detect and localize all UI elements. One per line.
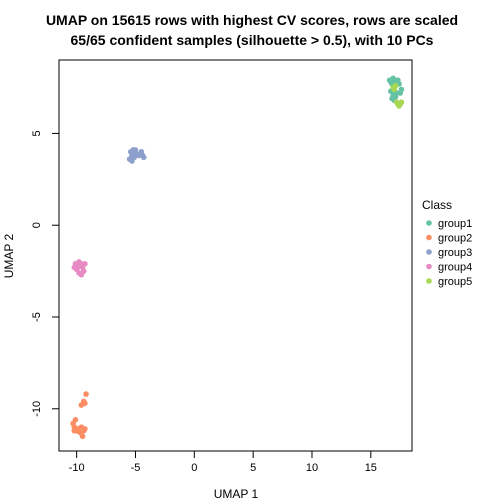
y-tick-label: -10	[31, 401, 43, 417]
legend-label-group1: group1	[438, 218, 472, 230]
y-tick-label: -5	[31, 312, 43, 322]
legend-label-group2: group2	[438, 233, 472, 245]
point-group3	[132, 147, 139, 153]
legend-key-group5	[426, 278, 432, 284]
y-tick-label: 5	[31, 130, 43, 136]
legend-title: Class	[422, 198, 452, 212]
x-tick-label: 15	[365, 462, 377, 474]
x-tick-label: 10	[306, 462, 318, 474]
point-group5	[397, 101, 404, 107]
point-group4	[71, 264, 78, 271]
legend: Class group1 group2 group3 group4 group5	[422, 198, 472, 288]
point-group2	[79, 433, 86, 440]
point-group3	[136, 152, 142, 159]
chart-title-line2: 65/65 confident samples (silhouette > 0.…	[71, 32, 434, 48]
x-axis-label: UMAP 1	[214, 487, 259, 501]
point-group2	[82, 426, 88, 432]
point-group4	[80, 268, 87, 274]
x-tick-label: -5	[131, 462, 141, 474]
legend-key-group2	[426, 234, 432, 241]
point-group2	[83, 391, 89, 397]
point-group4	[82, 260, 88, 267]
data-points	[70, 75, 405, 440]
x-tick-label: -10	[69, 462, 85, 474]
point-group3	[140, 154, 147, 161]
legend-key-group3	[426, 249, 432, 255]
point-group2	[82, 400, 88, 407]
point-group1	[397, 90, 404, 96]
point-group5	[390, 84, 396, 91]
chart-title-line1: UMAP on 15615 rows with highest CV score…	[46, 12, 458, 28]
y-tick-label: 0	[31, 222, 43, 228]
legend-key-group4	[426, 263, 432, 270]
point-group2	[71, 428, 78, 434]
y-axis-label: UMAP 2	[2, 233, 16, 278]
point-group3	[129, 158, 135, 164]
x-tick-label: 0	[191, 462, 197, 474]
x-axis: -10 -5 0 5 10 15	[69, 450, 377, 474]
x-tick-label: 5	[250, 462, 256, 474]
y-axis: -10 -5 0 5	[31, 130, 60, 417]
legend-label-group5: group5	[438, 276, 472, 288]
legend-label-group3: group3	[438, 247, 472, 259]
legend-label-group4: group4	[438, 262, 472, 274]
legend-key-group1	[426, 220, 432, 226]
plot-area	[58, 59, 413, 452]
point-group1	[388, 79, 394, 85]
point-group2	[72, 416, 79, 423]
